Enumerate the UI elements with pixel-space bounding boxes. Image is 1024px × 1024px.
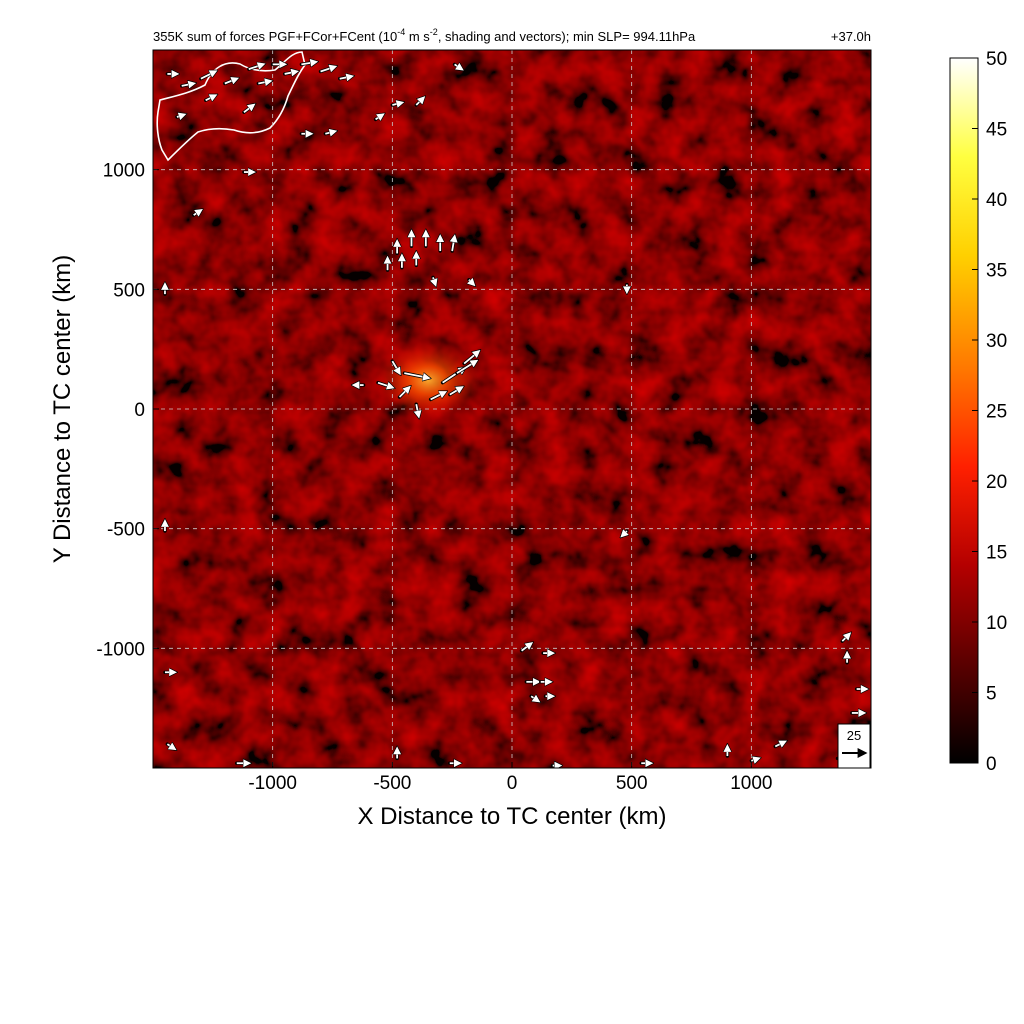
force-vector bbox=[247, 64, 263, 71]
force-vector bbox=[282, 72, 297, 74]
colorbar-tick-label: 15 bbox=[986, 543, 1007, 564]
reference-vector-label: 25 bbox=[847, 728, 861, 743]
force-vector bbox=[390, 359, 399, 373]
force-vector bbox=[622, 531, 627, 536]
force-vector bbox=[840, 634, 849, 643]
y-axis-label: Y Distance to TC center (km) bbox=[49, 255, 76, 564]
colorbar-tick-label: 30 bbox=[986, 331, 1007, 352]
colorbar-tick-label: 40 bbox=[986, 190, 1007, 211]
force-vector bbox=[299, 62, 315, 64]
force-vector bbox=[462, 352, 478, 366]
axis-ticks: -1000 -500 0 500 1000 -1000 -500 0 500 1000 bbox=[96, 161, 772, 794]
reference-vector-box: 25 bbox=[837, 723, 871, 769]
force-vector bbox=[452, 237, 454, 253]
force-vector bbox=[773, 742, 785, 747]
y-tick-label: -1000 bbox=[96, 639, 145, 660]
force-vector bbox=[199, 72, 215, 81]
heatmap-texture bbox=[153, 50, 871, 768]
force-vector bbox=[448, 387, 462, 397]
x-axis-label: X Distance to TC center (km) bbox=[358, 803, 667, 830]
force-vector bbox=[203, 95, 216, 100]
force-vector bbox=[433, 275, 435, 284]
force-vector bbox=[397, 387, 410, 399]
shading-maximum bbox=[373, 340, 484, 421]
colorbar-tick-label: 10 bbox=[986, 613, 1007, 634]
colorbar: 0 5 10 15 20 25 30 35 40 45 50 bbox=[949, 49, 1007, 775]
x-tick-label: 500 bbox=[616, 773, 648, 794]
force-vector bbox=[337, 76, 352, 78]
force-vector bbox=[175, 115, 184, 117]
force-vector bbox=[452, 64, 462, 69]
force-vector bbox=[529, 696, 538, 701]
colorbar-tick-label: 45 bbox=[986, 120, 1007, 141]
force-vector bbox=[469, 280, 474, 285]
hotspot-layer bbox=[373, 340, 484, 421]
force-vector bbox=[256, 81, 270, 83]
force-vector bbox=[242, 105, 254, 114]
force-vector bbox=[223, 79, 237, 86]
y-tick-label: -500 bbox=[107, 520, 145, 541]
x-tick-label: -1000 bbox=[248, 773, 297, 794]
x-tick-label: 0 bbox=[507, 773, 518, 794]
x-tick-label: -500 bbox=[373, 773, 411, 794]
x-tick-label: 1000 bbox=[730, 773, 772, 794]
force-vector bbox=[402, 371, 428, 378]
y-tick-label: 500 bbox=[113, 280, 145, 301]
colorbar-tick-label: 5 bbox=[986, 684, 997, 705]
force-vector bbox=[749, 758, 758, 760]
force-vector bbox=[455, 361, 476, 375]
force-vector bbox=[318, 67, 335, 74]
colorbar-tick-label: 35 bbox=[986, 261, 1007, 282]
plot-area: -1000 -500 0 500 1000 -1000 -500 0 500 1000 25 bbox=[96, 49, 872, 794]
force-vector bbox=[376, 380, 392, 388]
colorbar-tick-label: 0 bbox=[986, 754, 997, 775]
force-vector bbox=[180, 84, 194, 86]
force-vector bbox=[414, 98, 423, 107]
chart-title: 355K sum of forces PGF+FCor+FCent (10-4 … bbox=[153, 27, 696, 44]
colorbar-ticks: 0 5 10 15 20 25 30 35 40 45 50 bbox=[972, 49, 1007, 775]
force-vector bbox=[519, 644, 532, 653]
y-tick-label: 0 bbox=[134, 400, 145, 421]
colorbar-tick-label: 50 bbox=[986, 49, 1007, 70]
coastline bbox=[156, 51, 306, 162]
force-vector bbox=[165, 744, 174, 749]
colorbar-tick-label: 25 bbox=[986, 402, 1007, 423]
force-vector bbox=[373, 115, 383, 120]
force-vector bbox=[416, 402, 418, 416]
force-vector bbox=[323, 131, 335, 133]
force-vector bbox=[428, 392, 445, 402]
force-vector bbox=[390, 103, 402, 105]
colorbar-tick-label: 20 bbox=[986, 472, 1007, 493]
y-tick-label: 1000 bbox=[103, 161, 145, 182]
force-vectors bbox=[165, 62, 866, 766]
force-vector bbox=[191, 210, 201, 215]
forecast-hour: +37.0h bbox=[831, 29, 871, 44]
